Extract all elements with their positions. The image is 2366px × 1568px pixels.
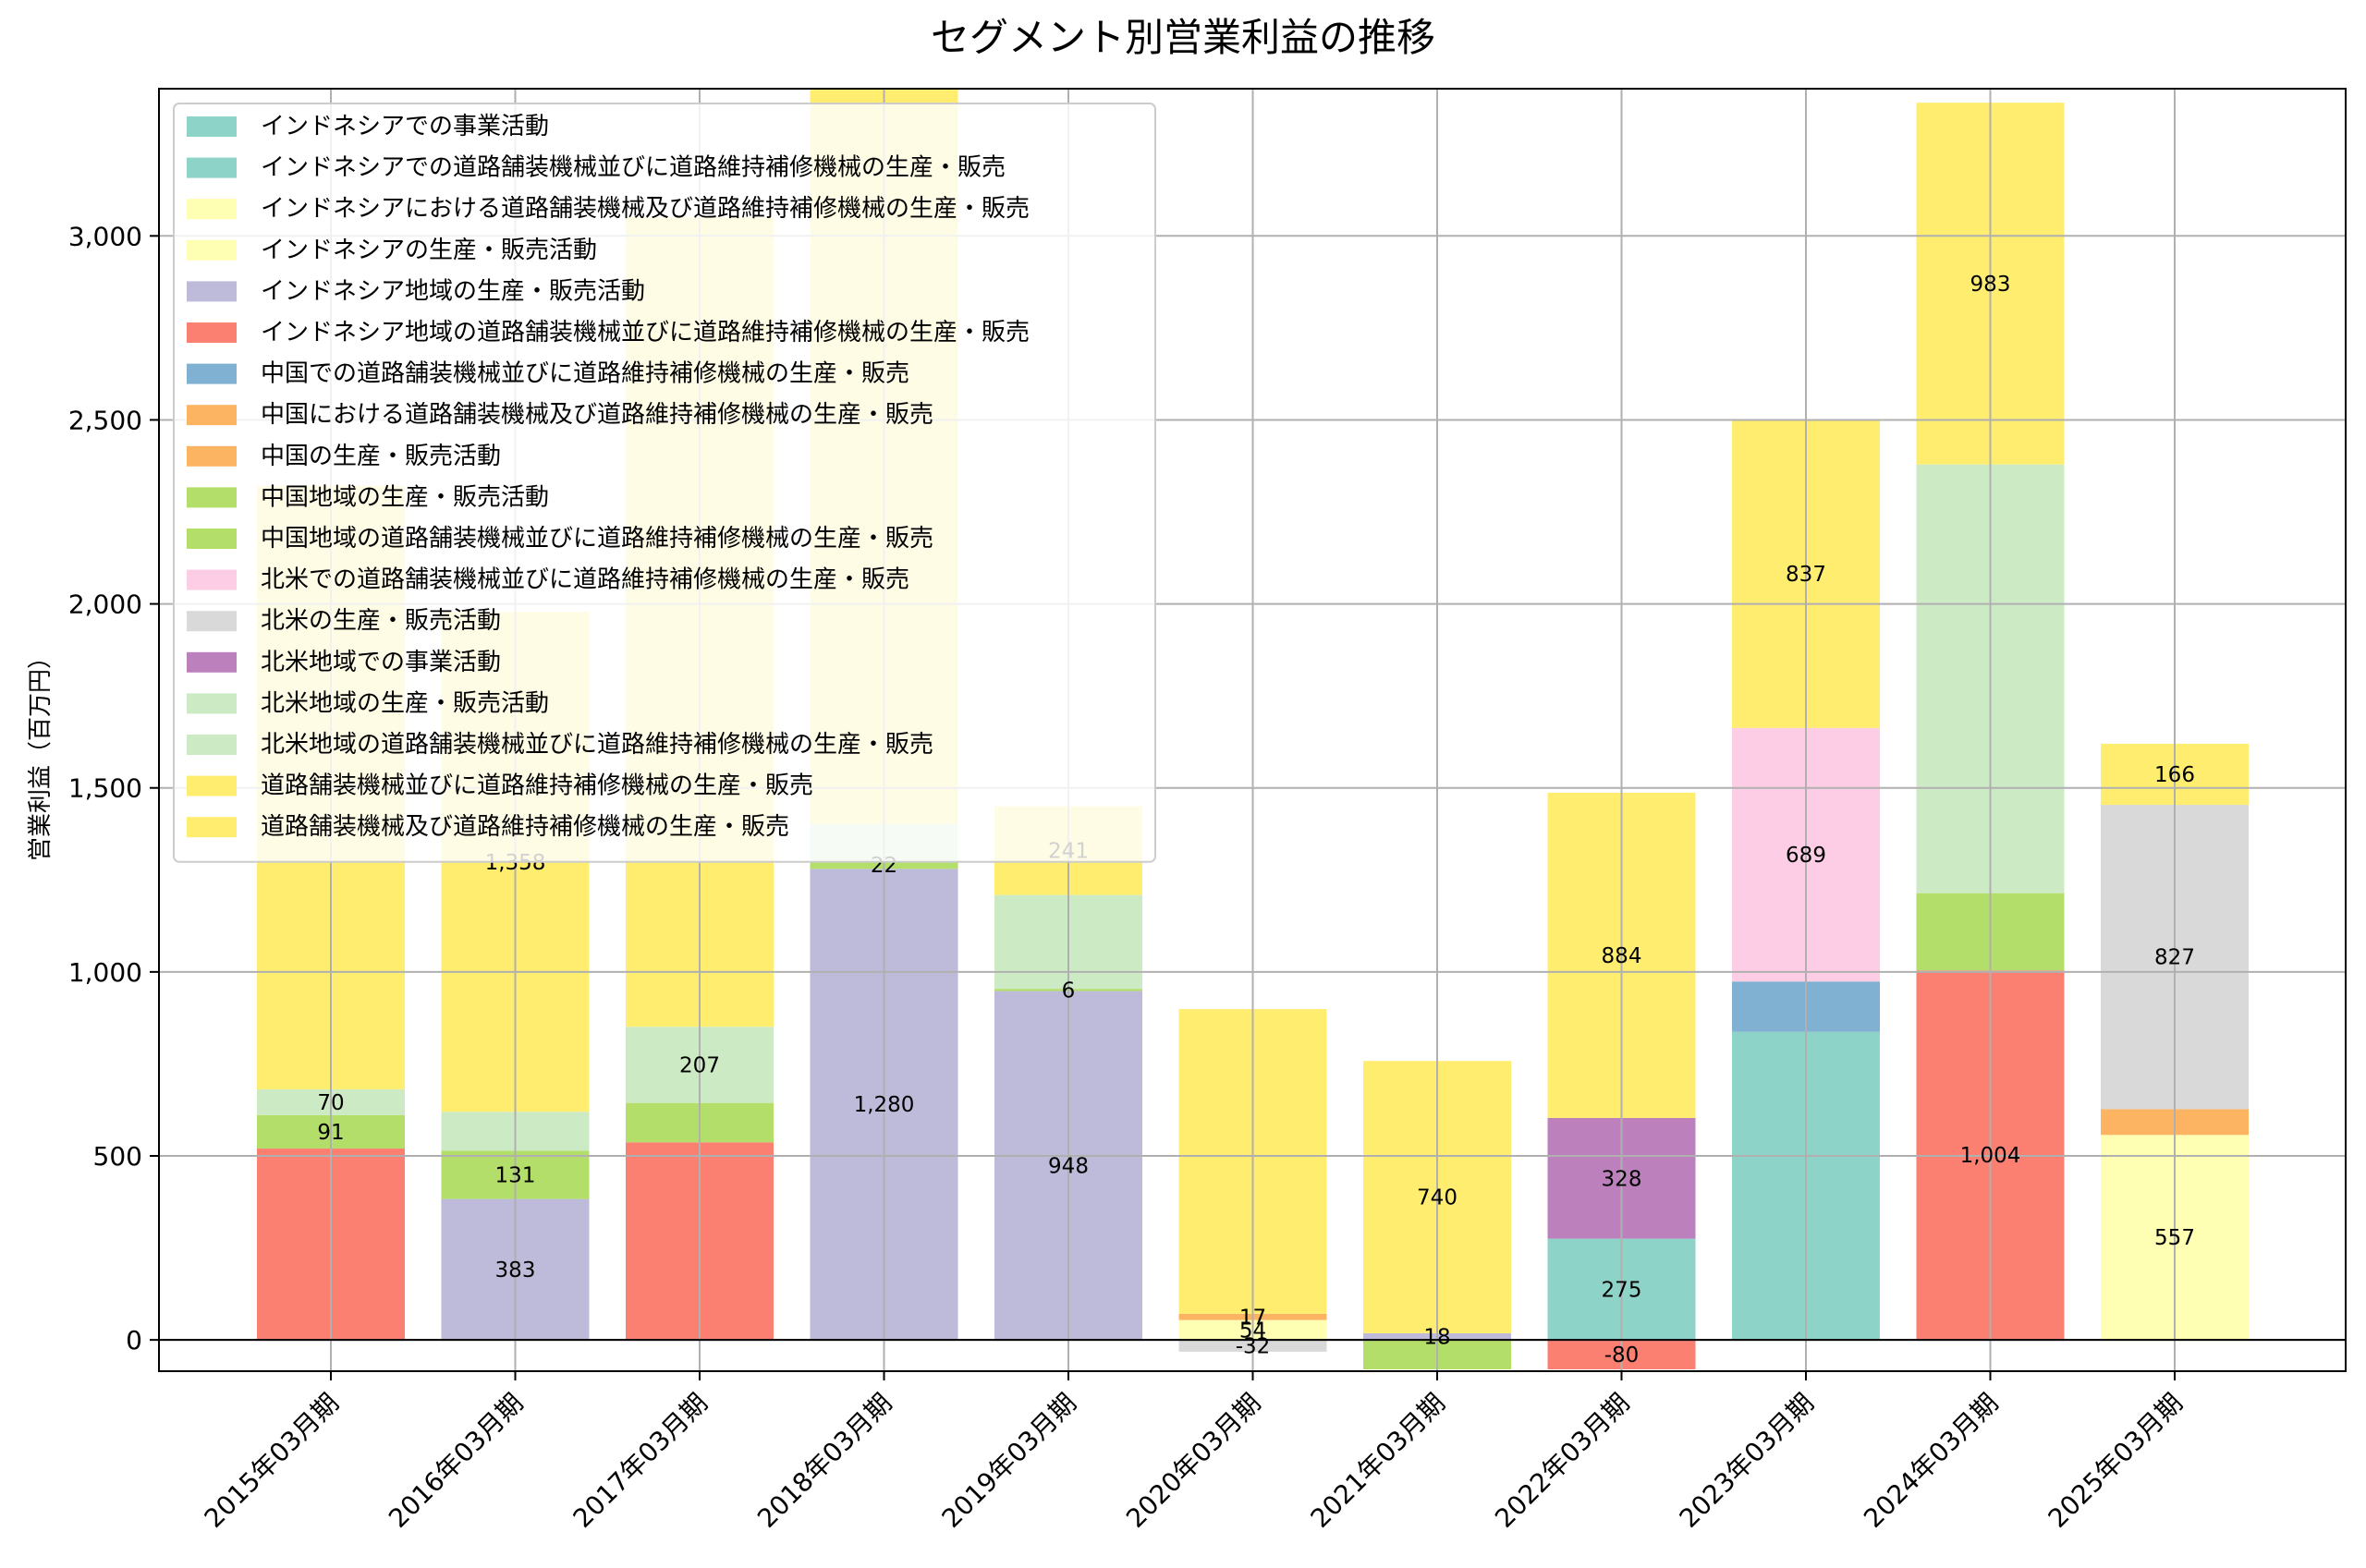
data-label: 740 (1417, 1186, 1457, 1210)
data-label: 207 (679, 1053, 720, 1077)
legend-swatch (187, 199, 237, 220)
data-label: 837 (1786, 563, 1826, 587)
x-tick-label: 2018年03月期 (751, 1388, 897, 1534)
legend-swatch (187, 569, 237, 590)
legend-swatch (187, 116, 237, 137)
data-label: -80 (1604, 1343, 1640, 1367)
data-label: 689 (1786, 844, 1826, 868)
legend-swatch (187, 693, 237, 714)
x-tick-label: 2024年03月期 (1858, 1388, 2004, 1534)
x-tick-label: 2016年03月期 (383, 1388, 529, 1534)
data-label: 6 (1062, 978, 1076, 1003)
data-label: 1,280 (854, 1093, 915, 1117)
chart-title: セグメント別営業利益の推移 (931, 15, 1435, 60)
data-label: -32 (1236, 1335, 1271, 1359)
legend-swatch (187, 239, 237, 261)
data-label: 884 (1602, 944, 1642, 968)
x-tick-label: 2017年03月期 (567, 1388, 713, 1534)
legend-swatch (187, 405, 237, 426)
legend-box (173, 103, 1156, 863)
data-label: 54 (1239, 1319, 1266, 1343)
legend-swatch (187, 651, 237, 673)
legend-swatch (187, 157, 237, 178)
legend-entry: 北米地域の道路舗装機械並びに道路維持補修機械の生産・販売 (261, 731, 933, 759)
legend-entry: インドネシアにおける道路舗装機械及び道路維持補修機械の生産・販売 (261, 195, 1030, 223)
legend-swatch (187, 445, 237, 467)
legend-entry: 北米での道路舗装機械並びに道路維持補修機械の生産・販売 (261, 566, 909, 594)
y-tick-label: 500 (93, 1141, 142, 1172)
legend-swatch (187, 529, 237, 549)
legend-entry: 中国での道路舗装機械並びに道路維持補修機械の生産・販売 (261, 360, 909, 388)
data-label: 328 (1602, 1167, 1642, 1191)
y-tick-label: 1,500 (68, 773, 142, 804)
data-label: 166 (2154, 763, 2195, 787)
y-tick-label: 2,500 (68, 405, 142, 435)
data-label: 948 (1048, 1154, 1089, 1178)
data-label: 983 (1970, 273, 2011, 297)
legend-entry: 道路舗装機械並びに道路維持補修機械の生産・販売 (261, 772, 813, 800)
x-tick-label: 2020年03月期 (1120, 1388, 1266, 1534)
data-label: 70 (317, 1091, 344, 1115)
legend: インドネシアでの事業活動インドネシアでの道路舗装機械並びに道路維持補修機械の生産… (173, 103, 1156, 863)
legend-entry: 北米地域での事業活動 (261, 649, 501, 676)
legend-entry: インドネシアの生産・販売活動 (261, 237, 597, 264)
legend-entry: インドネシア地域の道路舗装機械並びに道路維持補修機械の生産・販売 (261, 319, 1030, 346)
data-label: 557 (2154, 1226, 2195, 1250)
x-tick-label: 2019年03月期 (936, 1388, 1082, 1534)
x-tick-label: 2023年03月期 (1674, 1388, 1820, 1534)
legend-swatch (187, 322, 237, 343)
legend-entry: 北米地域の生産・販売活動 (261, 689, 549, 717)
legend-entry: インドネシア地域の生産・販売活動 (261, 277, 645, 305)
data-label: 17 (1239, 1306, 1266, 1330)
legend-entry: 中国地域の生産・販売活動 (261, 483, 549, 511)
legend-entry: 中国の生産・販売活動 (261, 443, 501, 470)
x-tick-label: 2021年03月期 (1305, 1388, 1451, 1534)
data-label: 1,004 (1960, 1144, 2021, 1168)
legend-swatch (187, 363, 237, 384)
legend-swatch (187, 487, 237, 508)
legend-swatch (187, 775, 237, 796)
data-label: 827 (2154, 946, 2195, 970)
data-label: 275 (1602, 1278, 1642, 1302)
legend-entry: インドネシアでの道路舗装機械並びに道路維持補修機械の生産・販売 (261, 154, 1006, 182)
data-label: 383 (495, 1258, 536, 1282)
y-axis-label: 営業利益（百万円） (27, 645, 55, 861)
legend-swatch (187, 611, 237, 632)
legend-entry: 中国における道路舗装機械及び道路維持補修機械の生産・販売 (261, 401, 933, 429)
y-tick-label: 0 (126, 1325, 142, 1355)
data-label: 91 (317, 1121, 344, 1145)
legend-entry: 中国地域の道路舗装機械並びに道路維持補修機械の生産・販売 (261, 525, 933, 553)
y-tick-label: 1,000 (68, 957, 142, 988)
legend-entry: インドネシアでの事業活動 (261, 113, 549, 140)
legend-entry: 道路舗装機械及び道路維持補修機械の生産・販売 (261, 813, 789, 841)
legend-swatch (187, 281, 237, 302)
legend-swatch (187, 817, 237, 838)
legend-entry: 北米の生産・販売活動 (261, 607, 501, 635)
y-tick-label: 3,000 (68, 221, 142, 251)
x-tick-label: 2025年03月期 (2043, 1388, 2189, 1534)
data-label: 18 (1423, 1326, 1450, 1350)
legend-swatch (187, 735, 237, 755)
y-tick-label: 2,000 (68, 590, 142, 620)
x-tick-label: 2015年03月期 (199, 1388, 345, 1534)
data-label: 131 (495, 1164, 536, 1188)
x-tick-label: 2022年03月期 (1489, 1388, 1635, 1534)
